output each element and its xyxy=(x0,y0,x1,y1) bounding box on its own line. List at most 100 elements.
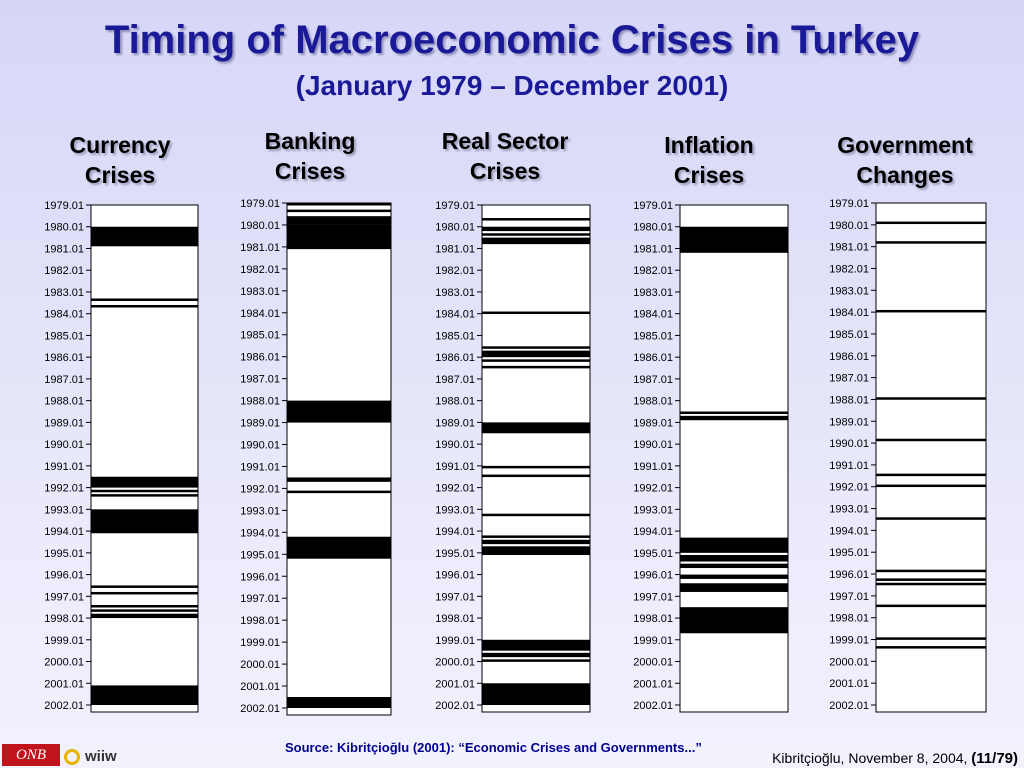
crisis-period-bar xyxy=(876,473,986,477)
tick-label: 1989.01 xyxy=(240,418,280,430)
tick-label: 1993.01 xyxy=(44,504,84,516)
tick-label: 1990.01 xyxy=(44,439,84,451)
crisis-period-bar xyxy=(482,546,590,555)
crisis-period-bar xyxy=(876,309,986,313)
tick-label: 1996.01 xyxy=(44,570,84,582)
tick-label: 1980.01 xyxy=(435,222,475,234)
tick-label: 1996.01 xyxy=(829,569,869,581)
crisis-period-bar xyxy=(91,685,198,705)
tick-label: 1998.01 xyxy=(633,613,673,625)
crisis-period-bar xyxy=(876,637,986,640)
crisis-period-bar xyxy=(91,494,198,497)
tick-label: 1993.01 xyxy=(240,505,280,517)
tick-label: 1984.01 xyxy=(44,309,84,321)
crisis-period-bar xyxy=(482,233,590,236)
tick-label: 1982.01 xyxy=(240,264,280,276)
column-header-line: Crises xyxy=(84,162,156,188)
crisis-period-bar xyxy=(482,350,590,358)
crisis-period-bar xyxy=(680,607,788,634)
crisis-period-bar xyxy=(91,605,198,608)
tick-label: 1979.01 xyxy=(633,200,673,212)
tick-label: 1987.01 xyxy=(240,374,280,386)
tick-label: 1990.01 xyxy=(633,439,673,451)
crisis-period-bar xyxy=(876,241,986,244)
tick-label: 2002.01 xyxy=(435,700,475,712)
crisis-period-bar xyxy=(482,639,590,651)
tick-label: 1997.01 xyxy=(633,591,673,603)
crisis-period-bar xyxy=(876,221,986,225)
crisis-period-bar xyxy=(482,474,590,478)
tick-label: 1994.01 xyxy=(829,525,869,537)
tick-label: 1989.01 xyxy=(44,417,84,429)
page-title: Timing of Macroeconomic Crises in Turkey xyxy=(104,18,920,62)
tick-label: 1992.01 xyxy=(633,483,673,495)
crisis-period-bar xyxy=(482,465,590,469)
crisis-period-bar xyxy=(482,311,590,315)
crisis-period-bar xyxy=(91,585,198,588)
tick-label: 1997.01 xyxy=(44,591,84,603)
tick-label: 2001.01 xyxy=(829,678,869,690)
tick-label: 1991.01 xyxy=(633,461,673,473)
tick-label: 2000.01 xyxy=(240,659,280,671)
crisis-period-bar xyxy=(287,216,391,225)
wiiw-logo-icon xyxy=(64,749,80,765)
crisis-period-bar xyxy=(91,298,198,301)
tick-label: 1994.01 xyxy=(435,526,475,538)
tick-label: 1982.01 xyxy=(633,265,673,277)
tick-label: 1993.01 xyxy=(633,504,673,516)
tick-label: 1996.01 xyxy=(240,571,280,583)
crisis-period-bar xyxy=(680,411,788,415)
tick-label: 1988.01 xyxy=(44,396,84,408)
crisis-period-bar xyxy=(876,397,986,400)
tick-label: 1997.01 xyxy=(240,593,280,605)
crisis-period-bar xyxy=(91,226,198,247)
tick-label: 1992.01 xyxy=(435,483,475,495)
tick-label: 1989.01 xyxy=(435,417,475,429)
column-header-line: Crises xyxy=(469,158,541,184)
tick-label: 1979.01 xyxy=(44,200,84,212)
tick-label: 1995.01 xyxy=(240,549,280,561)
column-header-line: Crises xyxy=(673,162,745,188)
timeline-track xyxy=(679,204,789,713)
tick-label: 1986.01 xyxy=(44,352,84,364)
tick-label: 1993.01 xyxy=(435,504,475,516)
timeline-track xyxy=(286,202,392,716)
tick-label: 2002.01 xyxy=(633,700,673,712)
tick-label: 1995.01 xyxy=(44,548,84,560)
crisis-period-bar xyxy=(876,569,986,573)
crisis-period-bar xyxy=(91,509,198,534)
crisis-period-bar xyxy=(287,697,391,708)
tick-label: 1983.01 xyxy=(633,287,673,299)
crisis-period-bar xyxy=(680,563,788,569)
tick-label: 1986.01 xyxy=(829,351,869,363)
page-subtitle: (January 1979 – December 2001) xyxy=(295,70,729,101)
crisis-period-bar xyxy=(482,422,590,434)
onb-logo: ONB xyxy=(2,744,60,766)
source-note: Source: Kibritçioğlu (2001): “Economic C… xyxy=(285,740,702,755)
crisis-period-bar xyxy=(287,536,391,559)
tick-label: 1982.01 xyxy=(44,265,84,277)
crisis-period-bar xyxy=(482,359,590,362)
crisis-period-bar xyxy=(287,203,391,206)
crisis-period-bar xyxy=(482,652,590,658)
crisis-period-bar xyxy=(287,224,391,250)
timeline-track xyxy=(481,204,591,713)
tick-label: 1989.01 xyxy=(633,417,673,429)
tick-label: 1983.01 xyxy=(240,286,280,298)
crisis-period-bar xyxy=(287,209,391,213)
crisis-period-bar xyxy=(91,305,198,308)
crisis-period-bar xyxy=(482,226,590,232)
tick-label: 1998.01 xyxy=(240,615,280,627)
tick-label: 2002.01 xyxy=(829,700,869,712)
tick-label: 1986.01 xyxy=(633,352,673,364)
timeline-column: 1979.01 1980.01 1981.01 1982.01 1983.01 1984.… xyxy=(435,200,591,713)
crisis-period-bar xyxy=(482,513,590,517)
tick-label: 1995.01 xyxy=(829,547,869,559)
tick-label: 1990.01 xyxy=(435,439,475,451)
crisis-period-bar xyxy=(91,489,198,493)
column-header-line: Currency xyxy=(69,132,171,158)
timeline-column: 1979.01 1980.01 1981.01 1982.01 1983.01 1984.… xyxy=(829,198,987,713)
tick-label: 1979.01 xyxy=(829,198,869,210)
tick-label: 1996.01 xyxy=(435,570,475,582)
